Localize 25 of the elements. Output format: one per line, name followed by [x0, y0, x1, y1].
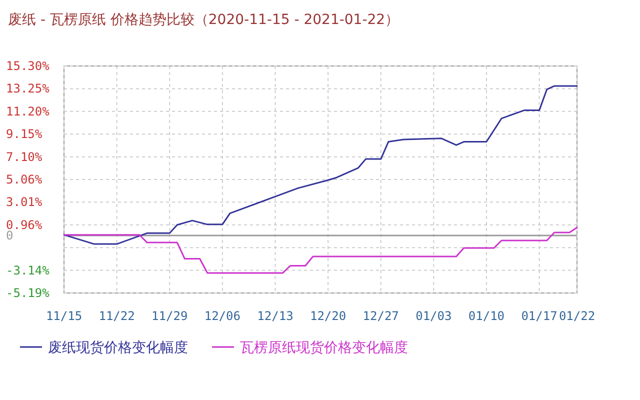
y-tick-label: 11.20% [6, 104, 50, 118]
legend-label: 废纸现货价格变化幅度 [48, 340, 188, 356]
y-tick-label: 13.25% [6, 82, 50, 96]
x-tick-label: 01/17 [521, 309, 558, 323]
legend-label: 瓦楞原纸现货价格变化幅度 [240, 340, 408, 356]
y-tick-label: 3.01% [6, 195, 43, 210]
x-tick-label: 01/10 [468, 309, 505, 323]
x-tick-label: 01/03 [416, 309, 452, 323]
y-tick-label: 15.30% [6, 59, 50, 73]
x-tick-label: 12/27 [362, 309, 399, 323]
y-tick-label: 7.10% [6, 150, 43, 164]
line-series [63, 226, 578, 274]
x-tick-label: 11/29 [152, 309, 188, 323]
y-tick-label: 5.06% [6, 172, 43, 186]
x-tick-label: 12/20 [310, 309, 346, 323]
y-tick-label: -5.19% [6, 286, 50, 300]
y-tick-label: -3.14% [6, 263, 50, 278]
x-tick-label: 11/15 [46, 309, 82, 323]
y-tick-label: 9.15% [6, 127, 43, 142]
x-tick-label: 12/06 [204, 309, 240, 323]
x-tick-label: 11/22 [98, 309, 135, 323]
x-tick-label: 12/13 [257, 309, 294, 323]
chart-title: 废纸 - 瓦楞原纸 价格趋势比较（2020-11-15 - 2021-01-22） [8, 12, 400, 28]
line-series [63, 85, 578, 245]
x-tick-label: 01/22 [558, 309, 596, 323]
